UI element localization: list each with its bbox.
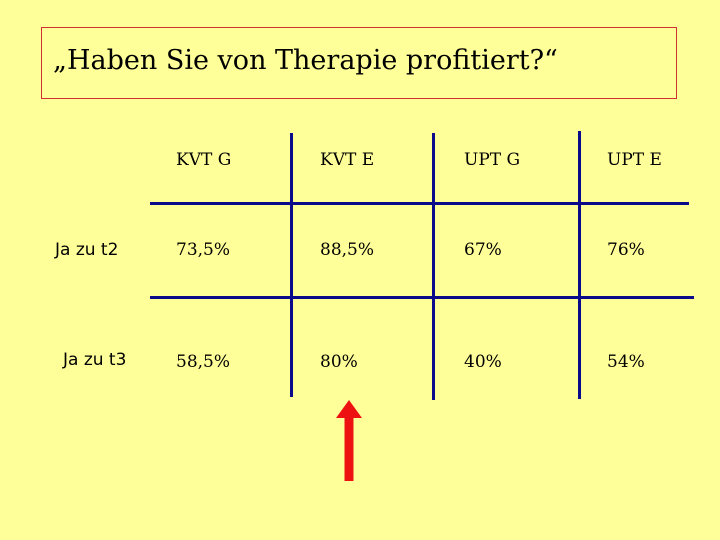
up-arrow-icon [336,400,362,481]
grid-vline-2 [432,133,435,400]
title-box: „Haben Sie von Therapie profitiert?“ [41,27,677,99]
grid-vline-1 [290,133,293,397]
cell-t2-kvt-e: 88,5% [320,240,375,260]
slide-title: „Haben Sie von Therapie profitiert?“ [53,45,558,76]
row-label-t3: Ja zu t3 [63,350,127,370]
cell-t2-upt-e: 76% [607,240,645,260]
grid-vline-3 [578,131,581,399]
cell-t2-kvt-g: 73,5% [176,240,231,260]
column-header-kvt-g: KVT G [176,150,232,170]
column-header-kvt-e: KVT E [320,150,375,170]
cell-t2-upt-g: 67% [464,240,502,260]
up-arrow-head [336,400,362,418]
cell-t3-kvt-g: 58,5% [176,352,231,372]
grid-hline-2 [150,296,694,299]
up-arrow-shaft [344,417,354,481]
row-label-t2: Ja zu t2 [55,240,119,260]
cell-t3-upt-e: 54% [607,352,645,372]
grid-hline-1 [150,202,689,205]
cell-t3-upt-g: 40% [464,352,502,372]
column-header-upt-g: UPT G [464,150,521,170]
cell-t3-kvt-e: 80% [320,352,358,372]
column-header-upt-e: UPT E [607,150,662,170]
